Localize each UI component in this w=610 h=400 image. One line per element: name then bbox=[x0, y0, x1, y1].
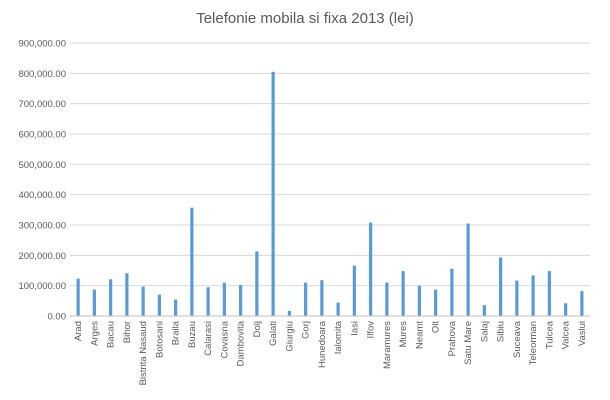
x-tick-label: Maramures bbox=[382, 321, 393, 369]
x-tick-label: Botosani bbox=[154, 321, 165, 358]
bar-buzau bbox=[190, 207, 194, 316]
x-tick-label: Calarasi bbox=[203, 321, 214, 356]
y-tick-label: 400,000.00 bbox=[18, 190, 66, 201]
bar-bistrita-nasaud bbox=[141, 286, 145, 316]
bar-calarasi bbox=[206, 287, 210, 316]
bar-valcea bbox=[564, 303, 568, 316]
y-tick-label: 200,000.00 bbox=[18, 251, 66, 262]
x-tick-label: Teleorman bbox=[528, 321, 539, 365]
y-tick-label: 900,000.00 bbox=[18, 39, 66, 50]
x-tick-label: Ialomita bbox=[333, 320, 344, 354]
bar-arges bbox=[92, 289, 96, 316]
x-tick-label: Neamt bbox=[414, 321, 425, 349]
x-tick-label: Sibiu bbox=[496, 321, 507, 342]
bar-mures bbox=[401, 271, 405, 316]
bar-satu-mare bbox=[466, 223, 470, 316]
bar-salaj bbox=[482, 305, 486, 316]
x-tick-label: Satu Mare bbox=[463, 321, 474, 365]
y-tick-label: 700,000.00 bbox=[18, 99, 66, 110]
x-tick-label: Salaj bbox=[479, 321, 490, 342]
bar-giurgiu bbox=[287, 310, 291, 316]
y-tick-label: 600,000.00 bbox=[18, 130, 66, 141]
bar-vaslui bbox=[580, 291, 584, 316]
x-tick-label: Tulcea bbox=[544, 320, 555, 349]
bars bbox=[76, 71, 584, 316]
bar-ilfov bbox=[369, 222, 373, 316]
y-axis-ticks: 0.00 100,000.00 200,000.00 300,000.00 400,00… bbox=[18, 39, 66, 323]
bar-suceava bbox=[515, 280, 519, 316]
x-tick-label: Bihor bbox=[122, 321, 133, 343]
bar-covasna bbox=[222, 282, 226, 316]
x-tick-label: Galati bbox=[268, 321, 279, 346]
x-tick-label: Arges bbox=[89, 321, 100, 346]
bar-dambovita bbox=[239, 285, 243, 316]
bar-olt bbox=[434, 289, 438, 316]
bar-bihor bbox=[125, 273, 129, 316]
x-tick-label: Gorj bbox=[301, 321, 312, 339]
chart-title: Telefonie mobila si fixa 2013 (lei) bbox=[196, 10, 414, 27]
x-tick-label: Braila bbox=[171, 320, 182, 345]
bar-tulcea bbox=[547, 271, 551, 316]
x-tick-label: Arad bbox=[73, 321, 84, 341]
x-axis-ticks: Arad Arges Bacau Bihor Bistrita Nasaud Botosa… bbox=[73, 320, 588, 385]
y-tick-label: 300,000.00 bbox=[18, 221, 66, 232]
bar-prahova bbox=[450, 268, 454, 316]
gridlines bbox=[70, 42, 590, 287]
y-tick-label: 800,000.00 bbox=[18, 69, 66, 80]
x-tick-label: Olt bbox=[431, 321, 442, 334]
bar-maramures bbox=[385, 282, 389, 316]
x-tick-label: Vaslui bbox=[577, 321, 588, 346]
x-tick-label: Iasi bbox=[349, 321, 360, 336]
x-tick-label: Valcea bbox=[561, 320, 572, 349]
bar-gorj bbox=[304, 282, 308, 316]
bar-iasi bbox=[352, 265, 356, 316]
x-tick-label: Mures bbox=[398, 321, 409, 348]
x-tick-label: Buzau bbox=[187, 321, 198, 348]
x-tick-label: Covasna bbox=[219, 320, 230, 358]
y-tick-label: 0.00 bbox=[48, 312, 67, 323]
x-tick-label: Bacau bbox=[106, 321, 117, 348]
x-tick-label: Giurgiu bbox=[284, 321, 295, 352]
x-tick-label: Suceava bbox=[512, 320, 523, 358]
x-tick-label: Ilfov bbox=[366, 321, 377, 339]
bar-dolj bbox=[255, 251, 259, 316]
x-tick-label: Hunedoara bbox=[317, 320, 328, 368]
x-tick-label: Dolj bbox=[252, 321, 263, 337]
x-tick-label: Prahova bbox=[447, 320, 458, 356]
bar-arad bbox=[76, 278, 80, 316]
y-tick-label: 500,000.00 bbox=[18, 160, 66, 171]
bar-galati bbox=[271, 71, 275, 316]
x-tick-label: Bistrita Nasaud bbox=[138, 321, 149, 385]
bar-braila bbox=[174, 299, 178, 316]
bar-hunedoara bbox=[320, 280, 324, 316]
bar-neamt bbox=[417, 285, 421, 316]
bar-teleorman bbox=[531, 275, 535, 316]
bar-ialomita bbox=[336, 302, 340, 316]
bar-bacau bbox=[109, 279, 113, 316]
bar-sibiu bbox=[499, 257, 503, 316]
x-tick-label: Dambovita bbox=[236, 320, 247, 366]
bar-botosani bbox=[157, 294, 161, 316]
y-tick-label: 100,000.00 bbox=[18, 281, 66, 292]
